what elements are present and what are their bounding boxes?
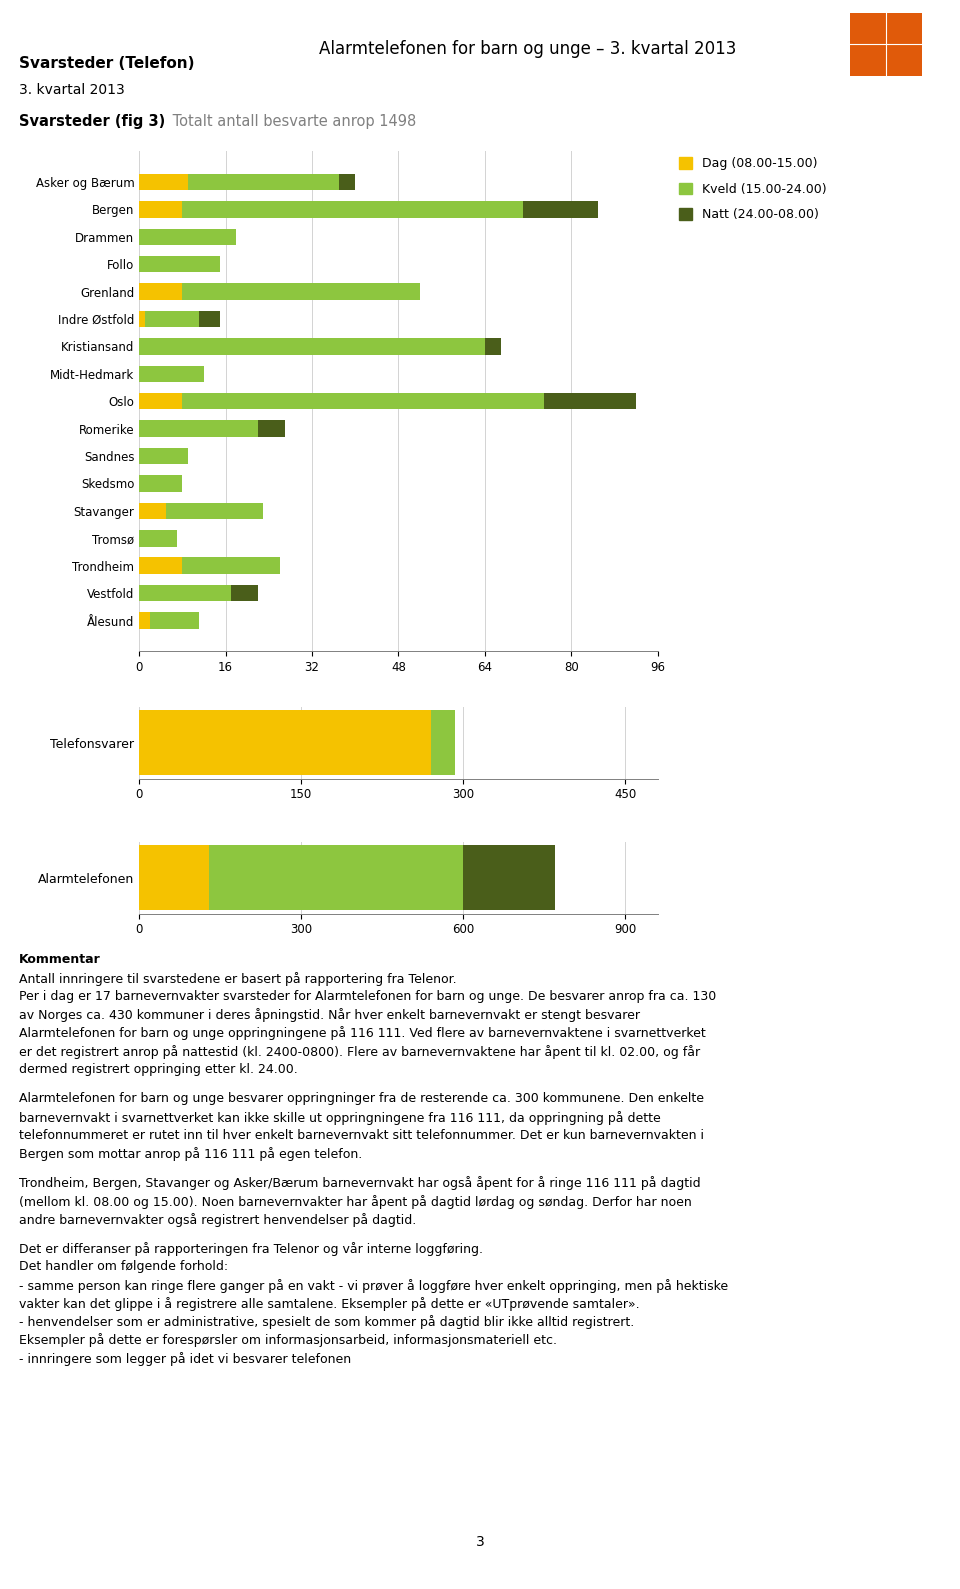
Bar <box>139 845 209 910</box>
Bar <box>182 202 522 218</box>
Text: dermed registrert oppringing etter kl. 24.00.: dermed registrert oppringing etter kl. 2… <box>19 1063 298 1076</box>
Bar <box>139 173 188 191</box>
Bar <box>139 283 182 300</box>
Bar <box>139 421 258 437</box>
Bar <box>139 502 166 520</box>
Bar <box>139 710 431 775</box>
Text: Eksempler på dette er forespørsler om informasjonsarbeid, informasjonsmateriell : Eksempler på dette er forespørsler om in… <box>19 1333 557 1347</box>
Bar <box>139 475 182 491</box>
Bar <box>166 502 263 520</box>
Text: er det registrert anrop på nattestid (kl. 2400-0800). Flere av barnevernvaktene : er det registrert anrop på nattestid (kl… <box>19 1046 701 1058</box>
Text: Totalt antall besvarte anrop 1498: Totalt antall besvarte anrop 1498 <box>168 114 417 129</box>
Text: Bergen som mottar anrop på 116 111 på egen telefon.: Bergen som mottar anrop på 116 111 på eg… <box>19 1147 363 1162</box>
Text: Antall innringere til svarstedene er basert på rapportering fra Telenor.: Antall innringere til svarstedene er bas… <box>19 971 457 985</box>
Bar <box>139 585 231 601</box>
Bar <box>258 421 285 437</box>
Text: Det er differanser på rapporteringen fra Telenor og vår interne loggføring.: Det er differanser på rapporteringen fra… <box>19 1243 483 1255</box>
Bar <box>139 531 177 547</box>
Text: Svarsteder (fig 3): Svarsteder (fig 3) <box>19 114 165 129</box>
Bar <box>139 338 485 354</box>
Text: Svarsteder (Telefon): Svarsteder (Telefon) <box>19 56 195 70</box>
Bar <box>182 283 420 300</box>
Text: - innringere som legger på idet vi besvarer telefonen: - innringere som legger på idet vi besva… <box>19 1352 351 1365</box>
Bar <box>182 392 544 410</box>
Text: vakter kan det glippe i å registrere alle samtalene. Eksempler på dette er «UTpr: vakter kan det glippe i å registrere all… <box>19 1297 639 1311</box>
Text: Per i dag er 17 barnevernvakter svarsteder for Alarmtelefonen for barn og unge. : Per i dag er 17 barnevernvakter svarsted… <box>19 990 716 1003</box>
Text: barnevernvakt i svarnettverket kan ikke skille ut oppringningene fra 116 111, da: barnevernvakt i svarnettverket kan ikke … <box>19 1111 660 1125</box>
Bar <box>431 710 455 775</box>
Text: av Norges ca. 430 kommuner i deres åpningstid. Når hver enkelt barnevernvakt er : av Norges ca. 430 kommuner i deres åpnin… <box>19 1009 640 1022</box>
Bar <box>139 448 188 464</box>
Bar <box>150 612 199 629</box>
Bar <box>199 311 220 327</box>
Text: telefonnummeret er rutet inn til hver enkelt barnevernvakt sitt telefonnummer. D: telefonnummeret er rutet inn til hver en… <box>19 1128 705 1142</box>
Legend: Dag (08.00-15.00), Kveld (15.00-24.00), Natt (24.00-08.00): Dag (08.00-15.00), Kveld (15.00-24.00), … <box>680 157 827 221</box>
Bar <box>485 338 501 354</box>
Bar <box>139 612 150 629</box>
Bar <box>139 229 236 245</box>
Bar <box>339 173 355 191</box>
Text: 3. kvartal 2013: 3. kvartal 2013 <box>19 83 125 97</box>
Bar <box>139 558 182 574</box>
Bar <box>139 256 220 272</box>
Bar <box>182 558 279 574</box>
Text: andre barnevernvakter også registrert henvendelser på dagtid.: andre barnevernvakter også registrert he… <box>19 1212 417 1227</box>
Text: Trondheim, Bergen, Stavanger og Asker/Bærum barnevernvakt har også åpent for å r: Trondheim, Bergen, Stavanger og Asker/Bæ… <box>19 1176 701 1190</box>
Text: Alarmtelefonen for barn og unge oppringningene på 116 111. Ved flere av barnever: Alarmtelefonen for barn og unge oppringn… <box>19 1026 706 1041</box>
Text: Alarmtelefonen for barn og unge – 3. kvartal 2013: Alarmtelefonen for barn og unge – 3. kva… <box>320 40 736 57</box>
Bar <box>139 202 182 218</box>
Bar <box>188 173 339 191</box>
Bar <box>139 365 204 381</box>
Bar <box>544 392 636 410</box>
Text: - samme person kan ringe flere ganger på en vakt - vi prøver å loggføre hver enk: - samme person kan ringe flere ganger på… <box>19 1279 729 1292</box>
Bar <box>209 845 463 910</box>
Text: - henvendelser som er administrative, spesielt de som kommer på dagtid blir ikke: - henvendelser som er administrative, sp… <box>19 1316 635 1328</box>
Bar <box>139 311 145 327</box>
Bar <box>145 311 199 327</box>
Text: 3: 3 <box>475 1535 485 1549</box>
Text: Kommentar: Kommentar <box>19 953 101 966</box>
Bar <box>139 392 182 410</box>
Bar <box>231 585 258 601</box>
Text: (mellom kl. 08.00 og 15.00). Noen barnevernvakter har åpent på dagtid lørdag og : (mellom kl. 08.00 og 15.00). Noen barnev… <box>19 1195 692 1209</box>
Bar <box>522 202 598 218</box>
Bar <box>463 845 555 910</box>
Text: Det handler om følgende forhold:: Det handler om følgende forhold: <box>19 1260 228 1273</box>
Text: Alarmtelefonen for barn og unge besvarer oppringninger fra de resterende ca. 300: Alarmtelefonen for barn og unge besvarer… <box>19 1092 705 1106</box>
